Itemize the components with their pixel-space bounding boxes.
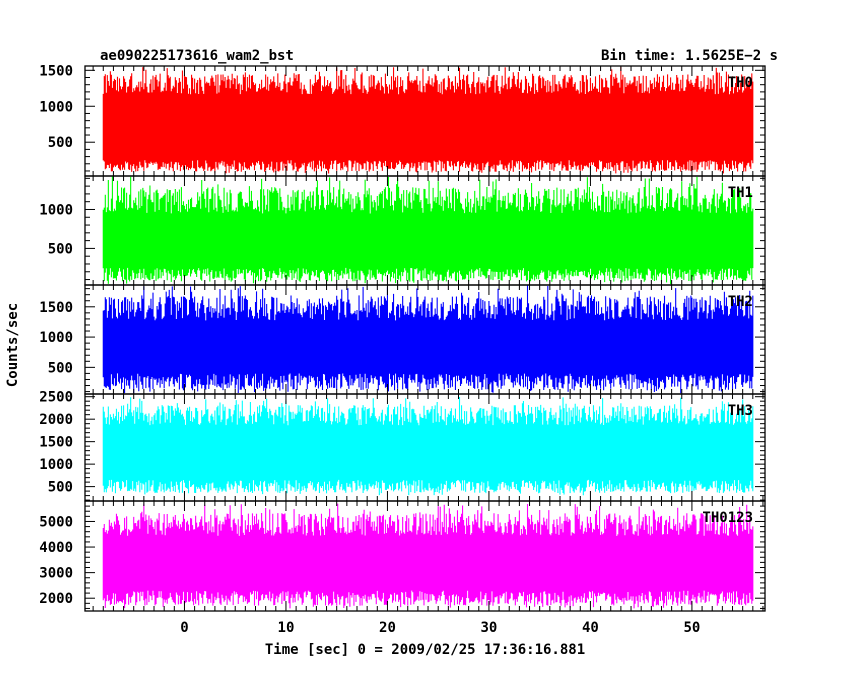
y-tick-label: 1000 <box>39 99 73 115</box>
y-tick-label: 2500 <box>39 390 73 406</box>
x-axis: 0 10 20 30 40 50 <box>180 620 700 636</box>
x-tick-label: 20 <box>379 620 396 636</box>
series-label-th0123: TH0123 <box>702 510 753 526</box>
y-axis-label: Counts/sec <box>5 303 21 387</box>
y-tick-label: 1000 <box>39 457 73 473</box>
y-tick-label: 500 <box>48 241 73 257</box>
panel-frame <box>84 500 766 612</box>
y-tick-label: 5000 <box>39 514 73 530</box>
y-tick-label: 1500 <box>39 300 73 316</box>
y-tick-label: 1500 <box>39 63 73 79</box>
series-th2-core <box>103 327 753 361</box>
series-th3-core <box>103 433 753 467</box>
y-tick-label: 4000 <box>39 540 73 556</box>
series-label-th3: TH3 <box>728 403 753 419</box>
panel-th2: 500 1000 1500 TH2 <box>39 284 766 395</box>
x-tick-label: 0 <box>180 620 188 636</box>
panel-th0: 500 1000 1500 TH0 <box>39 63 766 177</box>
series-label-th1: TH1 <box>728 185 753 201</box>
y-tick-label: 1000 <box>39 202 73 218</box>
x-tick-label: 40 <box>582 620 599 636</box>
bin-time-label: Bin time: 1.5625E−2 s <box>601 48 778 64</box>
x-tick-label: 50 <box>683 620 700 636</box>
y-tick-label: 1000 <box>39 330 73 346</box>
y-tick-label: 500 <box>48 480 73 496</box>
series-label-th2: TH2 <box>728 294 753 310</box>
y-tick-label: 3000 <box>39 566 73 582</box>
x-tick-label: 10 <box>278 620 295 636</box>
y-tick-label: 500 <box>48 360 73 376</box>
series-label-th0: TH0 <box>728 75 753 91</box>
chart-title: ae090225173616_wam2_bst <box>100 48 294 64</box>
y-tick-label: 2000 <box>39 591 73 607</box>
y-tick-label: 1500 <box>39 435 73 451</box>
x-tick-label: 30 <box>481 620 498 636</box>
series-th1-core <box>103 219 753 254</box>
x-axis-label: Time [sec] 0 = 2009/02/25 17:36:16.881 <box>265 642 585 658</box>
panel-th3: 500 1000 1500 2000 2500 TH3 <box>39 390 766 502</box>
series-th0-core <box>103 103 753 144</box>
panel-th1: 500 1000 TH1 <box>39 175 766 286</box>
panel-th0123: 2000 3000 4000 5000 TH0123 <box>39 500 766 612</box>
series-th0123-core <box>103 544 753 578</box>
y-tick-label: 500 <box>48 135 73 151</box>
y-tick-label: 2000 <box>39 412 73 428</box>
